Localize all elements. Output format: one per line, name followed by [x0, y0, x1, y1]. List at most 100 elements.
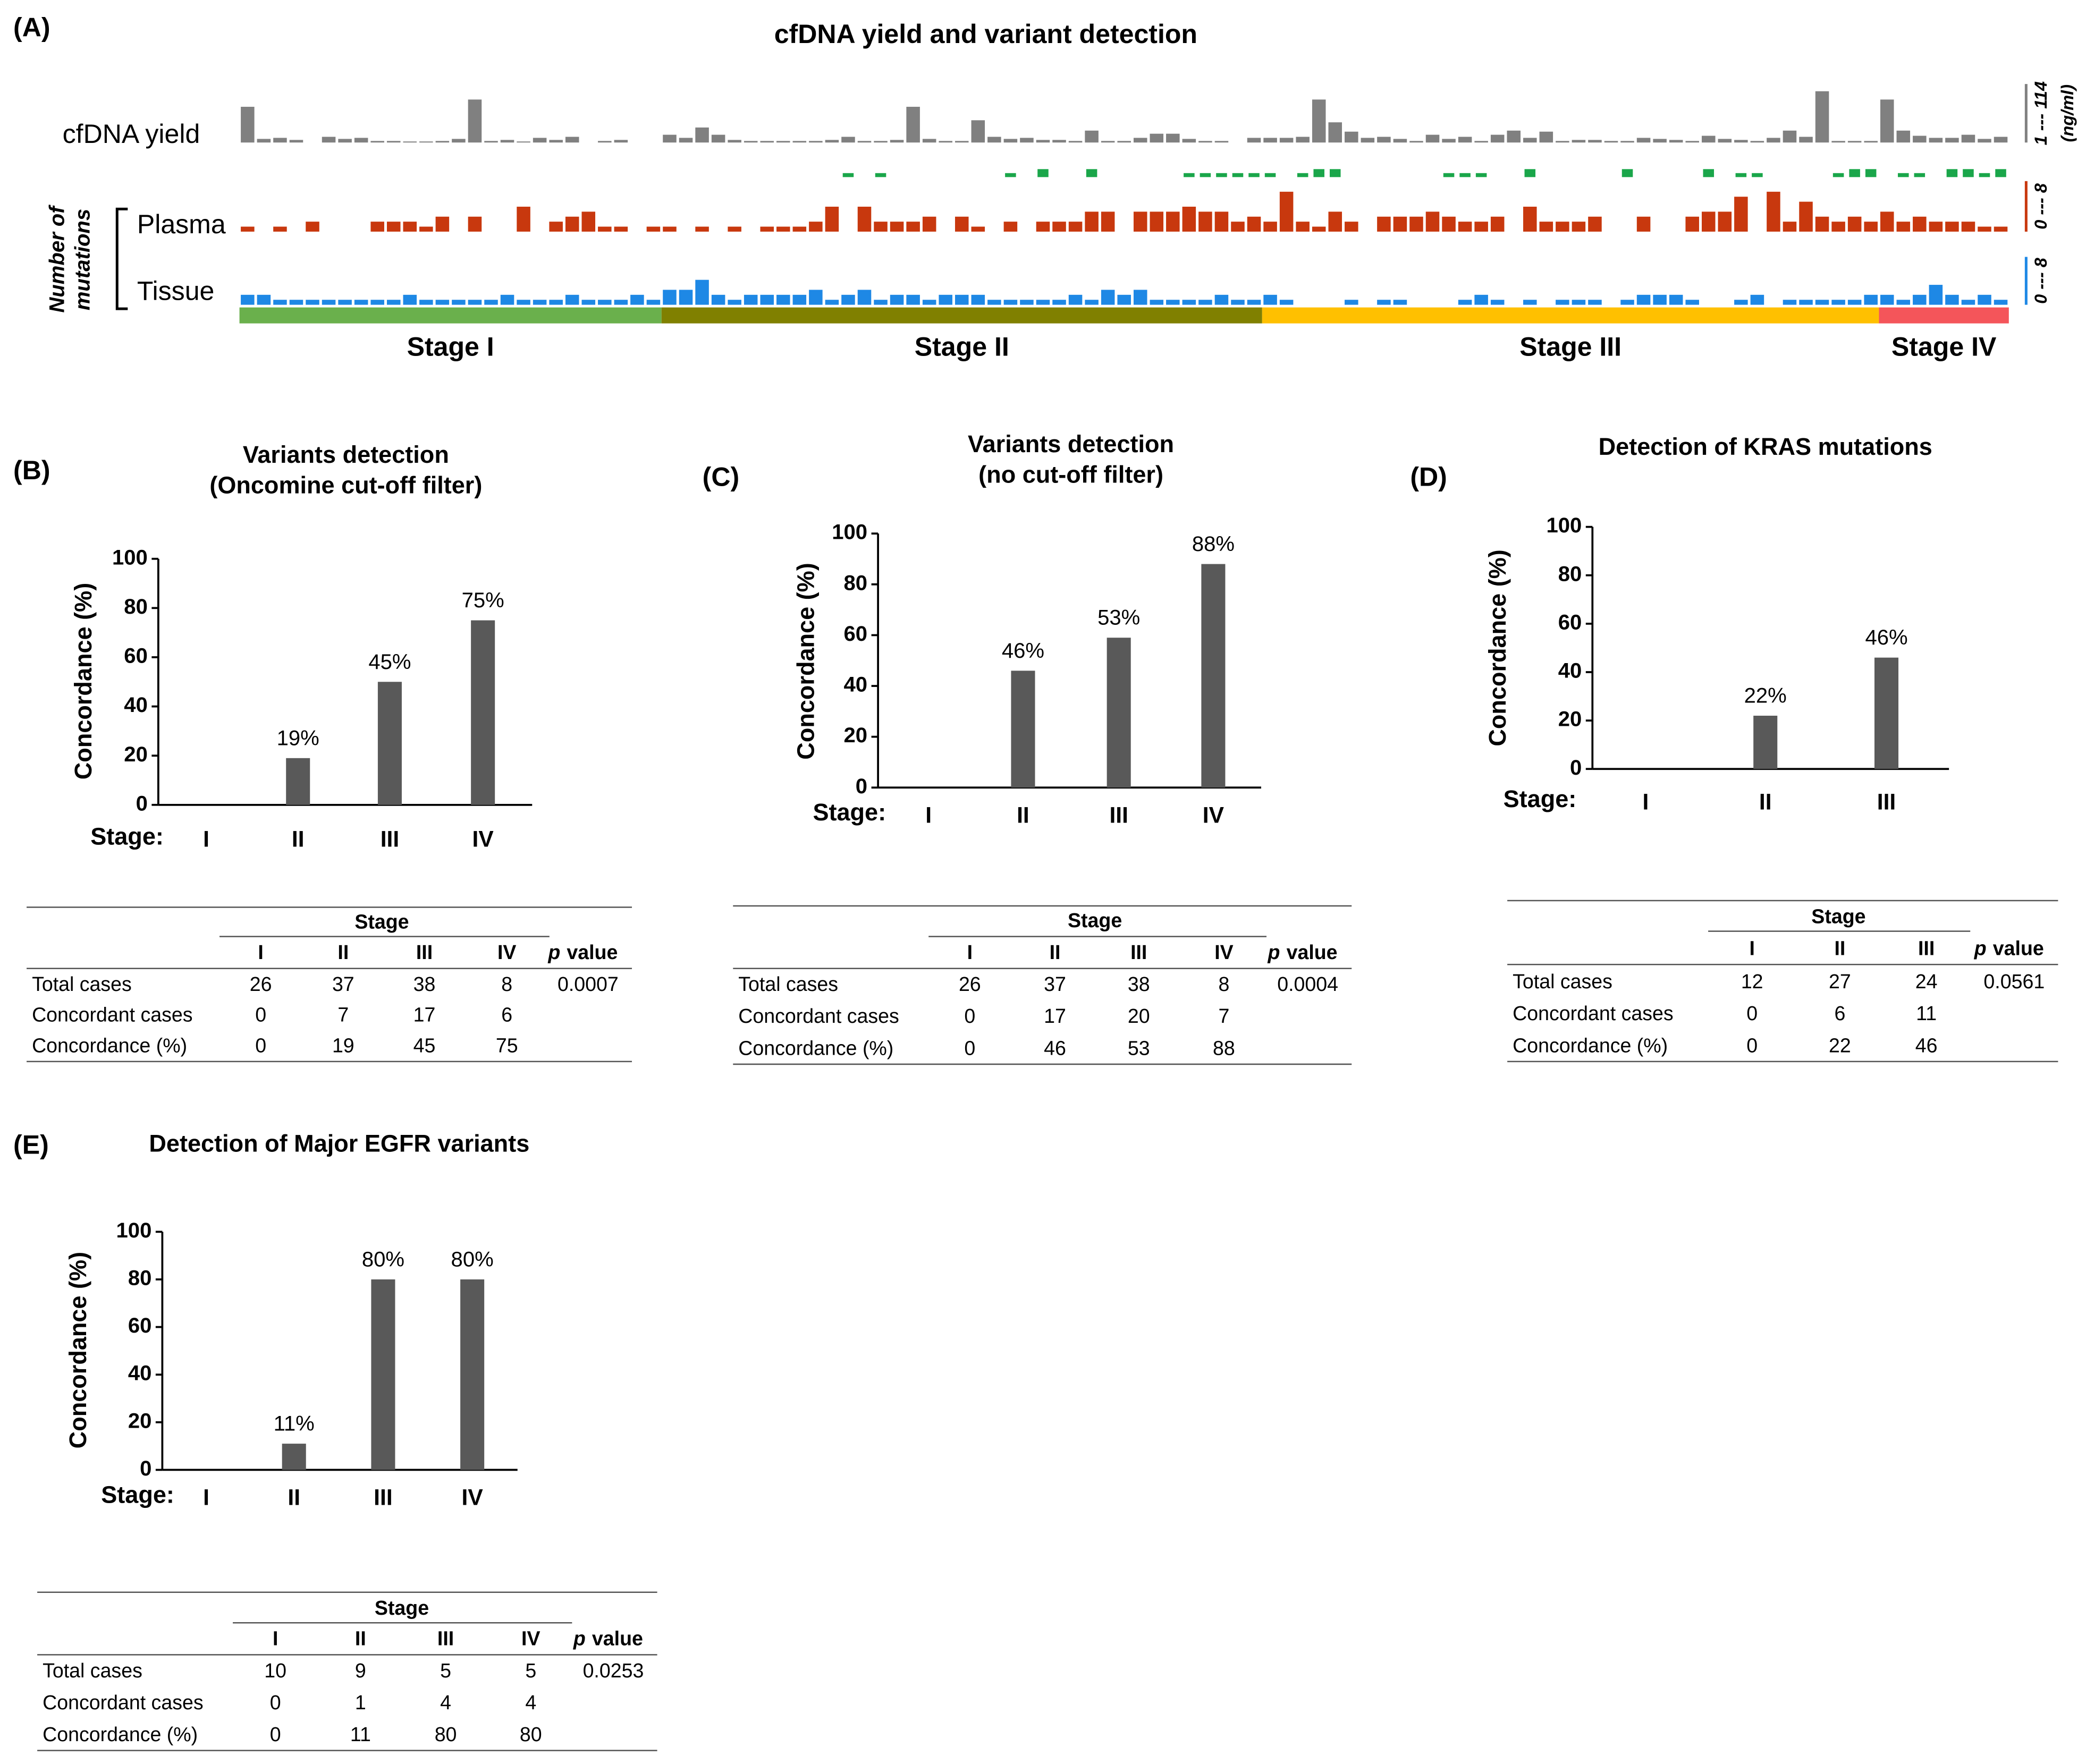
- yield-bar: [1166, 133, 1180, 143]
- yield-bar: [1036, 140, 1050, 143]
- column-header: IV: [1214, 941, 1233, 963]
- row-label: Concordance (%): [32, 1034, 187, 1056]
- bracket: [115, 207, 128, 310]
- tissue-bar: [484, 300, 498, 305]
- tissue-bar: [549, 300, 563, 305]
- yield-bar: [1117, 141, 1131, 143]
- tissue-bar: [273, 300, 287, 305]
- yield-bar: [1734, 140, 1748, 143]
- bar: [1107, 638, 1131, 788]
- yield-bar: [711, 134, 725, 143]
- stage-bar: [1879, 307, 2009, 324]
- column-header: I: [273, 1627, 278, 1650]
- tissue-bar: [1880, 294, 1894, 305]
- table-cell: 0: [255, 1034, 266, 1056]
- tissue-bar: [971, 294, 985, 305]
- y-tick-label: 100: [112, 546, 148, 569]
- tissue-bar: [1961, 300, 1975, 305]
- x-tick-label: IV: [472, 827, 494, 852]
- plasma-bar: [241, 226, 255, 232]
- data-label: 80%: [362, 1248, 404, 1271]
- plasma-bar: [1588, 216, 1602, 232]
- tissue-bar: [1734, 300, 1748, 305]
- table-header: Stage: [1811, 905, 1865, 928]
- column-header: III: [1130, 941, 1147, 963]
- concordance-mark: [1200, 173, 1211, 177]
- tissue-bar: [1978, 294, 1991, 305]
- column-header: I: [258, 941, 263, 963]
- plasma-bar: [1831, 222, 1845, 232]
- column-header: IV: [497, 941, 516, 963]
- table-cell: 24: [1915, 970, 1938, 993]
- x-tick-label: II: [1017, 803, 1029, 828]
- yield-bar: [776, 141, 790, 143]
- yield-bar: [1847, 141, 1862, 143]
- table-cell: 9: [355, 1659, 366, 1682]
- plasma-bar: [1425, 211, 1440, 232]
- plasma-bar: [403, 222, 417, 232]
- tissue-bar: [1458, 300, 1472, 305]
- x-tick-label: III: [1109, 803, 1128, 828]
- plasma-bar: [1442, 216, 1456, 232]
- plasma-bar: [1068, 222, 1083, 232]
- tissue-bar: [1085, 300, 1099, 305]
- track-label: Plasma: [137, 209, 226, 239]
- plasma-bar: [1458, 222, 1472, 232]
- column-header: III: [416, 941, 433, 963]
- concordance-mark: [1264, 173, 1276, 177]
- column-header: value: [1287, 941, 1338, 963]
- tissue-bar: [1052, 300, 1066, 305]
- tissue-bar: [1588, 300, 1602, 305]
- table-cell: 0: [270, 1691, 281, 1714]
- tissue-bar: [1166, 300, 1180, 305]
- yield-bar: [1767, 138, 1780, 143]
- panel-label: (C): [703, 462, 739, 492]
- y-tick-label: 80: [844, 571, 868, 595]
- plasma-bar: [1523, 207, 1537, 232]
- plasma-bar: [1847, 216, 1862, 232]
- row-label: Concordant cases: [1513, 1002, 1674, 1024]
- tissue-bar: [241, 294, 255, 305]
- column-header: p: [547, 941, 560, 963]
- tissue-bar: [922, 300, 936, 305]
- tissue-bar: [565, 294, 579, 305]
- chart-title: (Oncomine cut-off filter): [209, 471, 482, 498]
- plasma-bar: [1539, 222, 1553, 232]
- plasma-bar: [419, 226, 433, 232]
- tissue-bar: [1945, 294, 1959, 305]
- table-cell: 4: [440, 1691, 451, 1714]
- yield-bar: [922, 139, 936, 143]
- tissue-bar: [1068, 294, 1083, 305]
- y-tick-label: 40: [1558, 659, 1582, 683]
- column-header: value: [567, 941, 618, 963]
- yield-bar: [792, 141, 807, 143]
- x-tick-label: II: [292, 827, 305, 852]
- stage-bar: [239, 307, 662, 324]
- tissue-bar: [1750, 294, 1764, 305]
- plasma-bar: [1636, 216, 1651, 232]
- yield-bar: [1507, 130, 1521, 143]
- concordance-mark: [1086, 169, 1097, 177]
- table-cell: 80: [435, 1723, 457, 1745]
- concordance-mark: [1232, 173, 1244, 177]
- concordance-mark: [1735, 173, 1747, 177]
- tissue-bar: [1214, 294, 1229, 305]
- x-tick-label: I: [203, 1485, 209, 1511]
- y-tick-label: 20: [844, 724, 868, 747]
- yield-bar: [1815, 91, 1829, 143]
- yield-bar: [1377, 137, 1391, 143]
- yield-bar: [890, 140, 904, 143]
- yield-bar: [1247, 138, 1261, 143]
- table-cell: 46: [1044, 1037, 1066, 1059]
- tissue-bar: [906, 294, 920, 305]
- yield-bar: [1572, 140, 1586, 143]
- concordance-mark: [875, 173, 886, 177]
- yield-bar: [1490, 134, 1505, 143]
- plasma-bar: [695, 226, 709, 232]
- plasma-bar: [906, 222, 920, 232]
- yield-bar: [1961, 134, 1975, 143]
- tissue-bar: [1133, 290, 1147, 305]
- yield-bar: [500, 140, 514, 143]
- y-tick-label: 0: [136, 792, 148, 815]
- table-cell: 4: [525, 1691, 536, 1714]
